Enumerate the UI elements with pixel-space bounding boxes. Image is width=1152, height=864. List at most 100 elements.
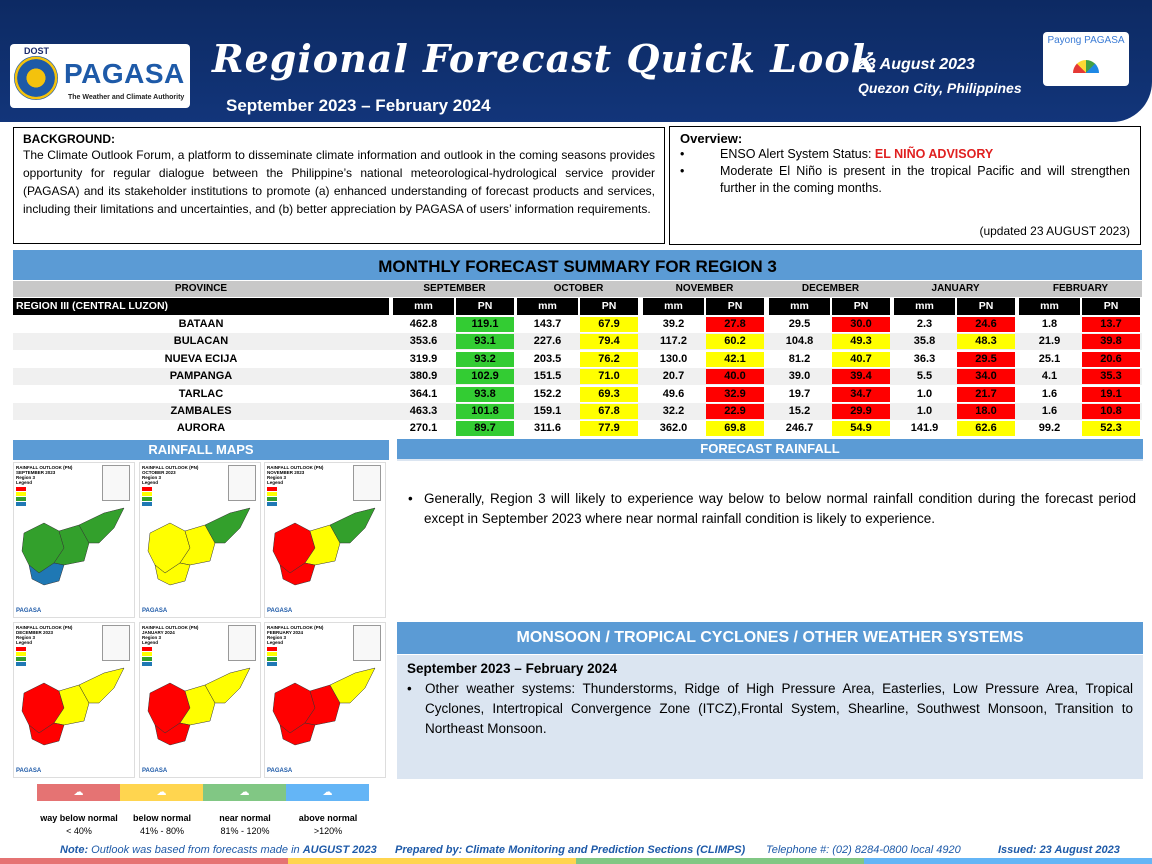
payong-label: Payong PAGASA [1047,35,1125,46]
rainfall-mm-cell: 29.5 [788,318,811,330]
month-header-cell: FEBRUARY [1052,283,1109,294]
rainfall-pn-cell: 89.7 [456,421,514,437]
rainfall-pn-cell: 93.2 [456,351,514,367]
province-name: BATAAN [178,318,224,330]
rainfall-pn-cell: 49.3 [832,334,890,350]
rainfall-mm-cell: 39.0 [788,370,811,383]
map-outlook-label: RAINFALL OUTLOOK (PN) [16,465,73,470]
rainfall-pn-cell: 67.9 [580,317,638,332]
mm-column-header: mm [1019,298,1080,315]
rainfall-pn-cell: 52.3 [1082,421,1140,437]
map-legend-label: Legend [142,480,159,485]
location-inset-map [228,465,256,501]
table-row: AURORA 270.1 89.7 311.6 77.9 362.0 69.8 246.7 54… [13,420,1142,437]
rainfall-pn-cell: 71.0 [580,369,638,385]
rainfall-pn-cell: 13.7 [1082,317,1140,332]
location-inset-map [228,625,256,661]
rainfall-mm-cell: 1.6 [1041,387,1058,400]
rainfall-mm-cell: 2.3 [916,318,933,330]
rainfall-mm-cell: 319.9 [409,352,438,365]
rainfall-map-panel: RAINFALL OUTLOOK (PN) OCTOBER 2023 Region … [139,462,261,618]
rainfall-pn-cell: 76.2 [580,351,638,367]
footer-prepared-by: Prepared by: Climate Monitoring and Pred… [395,844,746,856]
legend-swatch: ☁ [37,784,120,801]
table-row: TARLAC 364.1 93.8 152.2 69.3 49.6 32.9 19.7 34.7… [13,386,1142,403]
rainfall-pn-cell: 39.8 [1082,334,1140,350]
month-header-cell: DECEMBER [801,283,860,294]
rainfall-pn-cell: 102.9 [456,369,514,385]
map-month: NOVEMBER 2023 [267,470,305,475]
footer-note-text: Outlook was based from forecasts made in [88,844,303,856]
summary-title: MONTHLY FORECAST SUMMARY FOR REGION 3 [13,250,1142,280]
rainfall-pn-cell: 20.6 [1082,351,1140,367]
rainfall-map-panel: RAINFALL OUTLOOK (PN) JANUARY 2024 Region … [139,622,261,778]
rainfall-pn-cell: 119.1 [456,317,514,332]
rainfall-pn-cell: 40.7 [832,351,890,367]
region-label: REGION III (CENTRAL LUZON) [13,298,389,315]
map-title: RAINFALL OUTLOOK (PN) JANUARY 2024 Region … [142,625,198,645]
legend-category: above normal [298,813,358,823]
region3-map [21,667,125,746]
rainfall-mm-cell: 5.5 [916,370,933,383]
rainfall-mm-cell: 380.9 [409,370,438,383]
rainfall-mm-cell: 462.8 [409,318,438,330]
overview-item-enso: • ENSO Alert System Status: EL NIÑO ADVI… [680,146,1130,163]
map-legend-label: Legend [267,480,284,485]
rainfall-mm-cell: 32.2 [662,405,685,417]
rainfall-pn-cell: 79.4 [580,334,638,350]
map-legend [16,647,26,667]
legend-category: near normal [219,813,271,823]
map-region: Region 3 [16,635,36,640]
footer: Note: Outlook was based from forecasts m… [0,842,1152,860]
pagasa-logo: DOST PAGASA The Weather and Climate Auth… [10,44,190,108]
mm-column-header: mm [393,298,454,315]
region3-map [21,507,125,586]
weather-systems-section: September 2023 – February 2024 • Other w… [397,655,1143,779]
map-pagasa-logo: PAGASA [267,608,293,614]
rainfall-mm-cell: 141.9 [910,422,939,435]
rainfall-mm-cell: 463.3 [409,405,438,417]
rainfall-pn-cell: 67.8 [580,404,638,419]
enso-status: EL NIÑO ADVISORY [874,147,994,161]
rainfall-mm-cell: 159.1 [533,405,562,417]
rainfall-legend: ☁ ☁ ☁ ☁ [37,784,369,801]
rainfall-mm-cell: 39.2 [662,318,685,330]
footer-telephone: Telephone #: (02) 8284-0800 local 4920 [766,844,961,856]
pn-column-header: PN [580,298,638,315]
map-legend [142,647,152,667]
footer-note-label: Note: [60,844,89,856]
background-section: BACKGROUND: The Climate Outlook Forum, a… [13,127,665,244]
month-header-cell: NOVEMBER [675,283,734,294]
rainfall-pn-cell: 29.9 [832,404,890,419]
map-outlook-label: RAINFALL OUTLOOK (PN) [16,625,73,630]
month-header-cell: SEPTEMBER [423,283,486,294]
location-inset-map [353,625,381,661]
province-name: ZAMBALES [170,405,232,417]
rainfall-mm-cell: 1.6 [1041,405,1058,417]
rainfall-mm-cell: 4.1 [1041,370,1058,383]
rainfall-map-panel: RAINFALL OUTLOOK (PN) DECEMBER 2023 Region… [13,622,135,778]
weather-systems-period: September 2023 – February 2024 [407,661,618,676]
rainfall-pn-cell: 30.0 [832,317,890,332]
location-inset-map [102,465,130,501]
month-header-cell: OCTOBER [553,283,604,294]
rainfall-mm-cell: 1.8 [1041,318,1058,330]
pn-column-header: PN [1082,298,1140,315]
map-month: OCTOBER 2023 [142,470,176,475]
map-title: RAINFALL OUTLOOK (PN) SEPTEMBER 2023 Regio… [16,465,72,485]
map-legend [142,487,152,507]
rainfall-mm-cell: 1.0 [916,405,933,417]
rainfall-mm-cell: 130.0 [659,352,688,365]
table-row: BATAAN 462.8 119.1 143.7 67.9 39.2 27.8 29.5 30.… [13,316,1142,333]
legend-range: >120% [313,826,343,836]
province-header: PROVINCE [174,283,228,294]
table-sub-header: REGION III (CENTRAL LUZON) mm PN mm PN mm PN m… [13,298,1142,315]
mm-column-header: mm [894,298,955,315]
pn-column-header: PN [456,298,514,315]
overview-item-text: Moderate El Niño is present in the tropi… [720,164,1130,195]
location-inset-map [102,625,130,661]
map-title: RAINFALL OUTLOOK (PN) FEBRUARY 2024 Region… [267,625,323,645]
forecast-period: September 2023 – February 2024 [226,96,491,115]
overview-item-elnino: • Moderate El Niño is present in the tro… [680,163,1130,197]
map-title: RAINFALL OUTLOOK (PN) DECEMBER 2023 Region… [16,625,72,645]
